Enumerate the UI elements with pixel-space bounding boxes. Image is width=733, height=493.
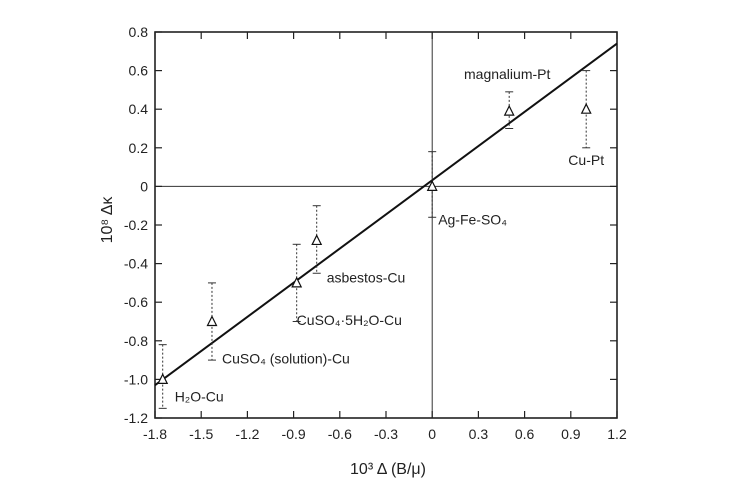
y-tick-label: -0.4 — [124, 256, 148, 272]
data-point-triangle — [291, 276, 303, 288]
y-tick-label: -0.2 — [124, 217, 148, 233]
regression-line — [154, 42, 618, 386]
data-point-group — [580, 70, 592, 149]
x-tick-label: 0.9 — [561, 426, 581, 442]
x-tick-label: -1.2 — [235, 426, 259, 442]
point-label: H₂O-Cu — [175, 388, 224, 404]
data-point-group — [426, 151, 438, 218]
point-label: magnalium-Pt — [464, 66, 550, 82]
x-tick-label: -0.9 — [282, 426, 306, 442]
y-tick-label: 0.4 — [129, 101, 149, 117]
point-label: Ag-Fe-SO₄ — [438, 211, 507, 227]
y-tick-label: 0.6 — [129, 63, 149, 79]
data-point-triangle — [206, 315, 218, 327]
x-tick-label: -1.8 — [143, 426, 167, 442]
y-axis-title: 10⁸ Δκ — [99, 196, 116, 244]
x-tick-label: -0.6 — [328, 426, 352, 442]
data-point-group — [503, 91, 515, 129]
fit-line — [154, 42, 618, 386]
point-label: CuSO₄ (solution)-Cu — [222, 351, 350, 367]
y-tick-label: -0.8 — [124, 333, 148, 349]
x-tick-label: 1.2 — [607, 426, 627, 442]
x-axis-title: 10³ Δ (B/μ) — [350, 461, 426, 478]
y-ticks: 0.8 0.6 0.4 0.2 0 -0.2 -0.4 -0.6 -0.8 -1.0 -1.2 — [124, 24, 617, 426]
y-tick-label: 0.2 — [129, 140, 149, 156]
y-tick-label: 0 — [140, 178, 148, 194]
data-points — [157, 70, 592, 409]
x-tick-label: -0.3 — [374, 426, 398, 442]
data-point-triangle — [311, 234, 323, 246]
data-point-group — [311, 205, 323, 274]
y-tick-label: 0.8 — [129, 24, 149, 40]
point-label: asbestos-Cu — [327, 269, 406, 285]
data-point-group — [157, 344, 169, 409]
point-label: CuSO₄·5H₂O-Cu — [297, 312, 402, 328]
data-point-group — [206, 282, 218, 361]
y-tick-label: -1.0 — [124, 371, 148, 387]
zero-lines — [155, 32, 617, 418]
data-point-group — [291, 243, 303, 322]
x-tick-label: 0.6 — [515, 426, 535, 442]
x-tick-label: 0.3 — [469, 426, 489, 442]
data-point-triangle — [157, 373, 169, 384]
x-ticks: -1.8 -1.5 -1.2 -0.9 -0.6 -0.3 0 0.3 0.6 0.9 1.2 — [143, 32, 627, 442]
point-labels: H₂O-Cu CuSO₄ (solution)-Cu CuSO₄·5H₂O-Cu as… — [175, 66, 604, 404]
point-label: Cu-Pt — [568, 152, 604, 168]
y-tick-label: -1.2 — [124, 410, 148, 426]
x-tick-label: -1.5 — [189, 426, 213, 442]
data-point-triangle — [580, 102, 592, 114]
data-point-triangle — [426, 180, 438, 191]
y-tick-label: -0.6 — [124, 294, 148, 310]
data-point-triangle — [503, 104, 515, 116]
x-tick-label: 0 — [428, 426, 436, 442]
